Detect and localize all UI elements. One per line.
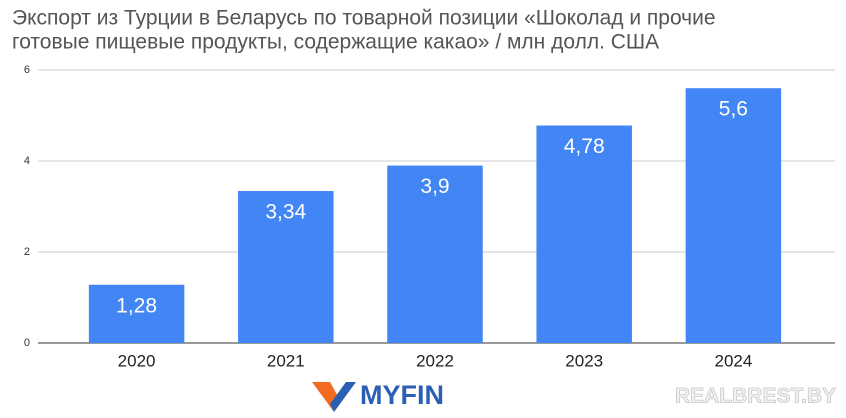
x-tick-label: 2020 bbox=[118, 351, 156, 370]
bar bbox=[685, 88, 782, 343]
logo-icon bbox=[312, 382, 356, 412]
value-label: 3,9 bbox=[420, 175, 449, 198]
chart-title: Экспорт из Турции в Беларусь по товарной… bbox=[12, 7, 716, 30]
bar bbox=[536, 125, 632, 343]
bar bbox=[88, 284, 185, 343]
value-label: 4,78 bbox=[564, 135, 605, 158]
y-tick-label: 2 bbox=[24, 246, 30, 258]
x-tick-label: 2022 bbox=[416, 351, 454, 370]
y-tick-label: 0 bbox=[24, 337, 30, 349]
x-tick-label: 2021 bbox=[267, 351, 305, 370]
x-tick-label: 2024 bbox=[714, 351, 752, 370]
logo-text: MYFIN bbox=[360, 380, 444, 410]
y-tick-label: 6 bbox=[24, 64, 30, 76]
chart-title: готовые пищевые продукты, содержащие как… bbox=[12, 31, 659, 54]
watermark: REALBREST.BY bbox=[675, 385, 836, 408]
bar bbox=[387, 165, 483, 343]
value-label: 1,28 bbox=[116, 294, 157, 317]
y-tick-label: 4 bbox=[24, 155, 30, 167]
value-label: 5,6 bbox=[719, 98, 748, 121]
x-tick-label: 2023 bbox=[565, 351, 603, 370]
bar bbox=[238, 191, 334, 343]
value-label: 3,34 bbox=[265, 201, 306, 224]
